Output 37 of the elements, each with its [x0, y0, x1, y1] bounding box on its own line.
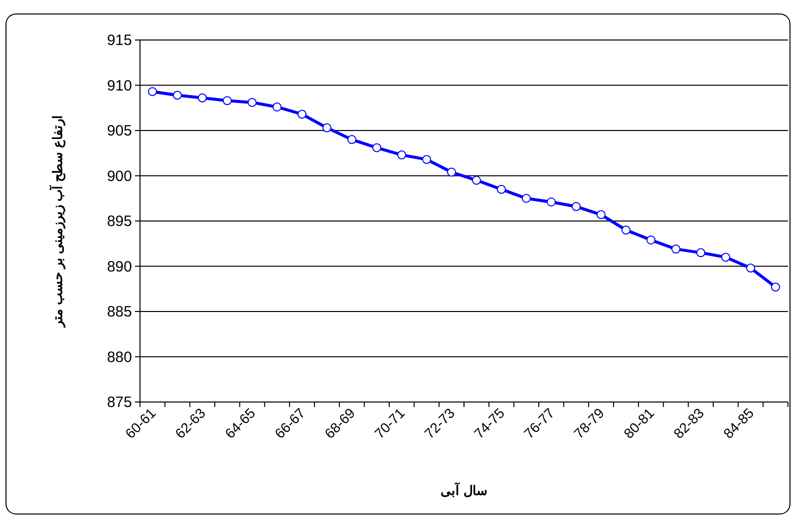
point: [322, 123, 332, 132]
point: [496, 184, 506, 194]
y-tick-label: 900: [106, 168, 132, 185]
point: [472, 176, 481, 185]
point: [447, 168, 456, 177]
y-axis-title: ارتفاع سطح آب زیرزمینی بر حسب متر: [49, 115, 66, 328]
y-tick-label: 885: [106, 304, 132, 320]
point: [397, 150, 406, 160]
point: [172, 90, 182, 100]
point: [347, 135, 356, 144]
point: [522, 194, 531, 203]
point: [671, 244, 680, 254]
point: [746, 264, 756, 273]
point: [148, 87, 157, 96]
y-tick-label: 895: [106, 213, 132, 230]
point: [546, 197, 556, 206]
point: [422, 154, 432, 164]
point: [646, 236, 656, 245]
point: [721, 252, 730, 262]
x-axis-title: سال آبی: [440, 482, 488, 498]
point: [248, 98, 257, 107]
point: [298, 110, 306, 119]
point: [372, 143, 382, 152]
y-tick-label: 890: [106, 258, 132, 276]
point: [222, 96, 232, 106]
point: [272, 102, 282, 112]
point: [572, 202, 581, 212]
y-tick-label: 915: [106, 32, 132, 49]
y-tick-label: 910: [106, 77, 132, 94]
point: [696, 248, 706, 258]
y-tick-label: 875: [106, 394, 132, 411]
y-tick-label: 905: [106, 122, 132, 140]
point: [596, 210, 606, 220]
point: [198, 93, 207, 102]
point: [771, 282, 780, 292]
y-tick-label: 880: [106, 348, 132, 366]
point: [622, 226, 630, 235]
